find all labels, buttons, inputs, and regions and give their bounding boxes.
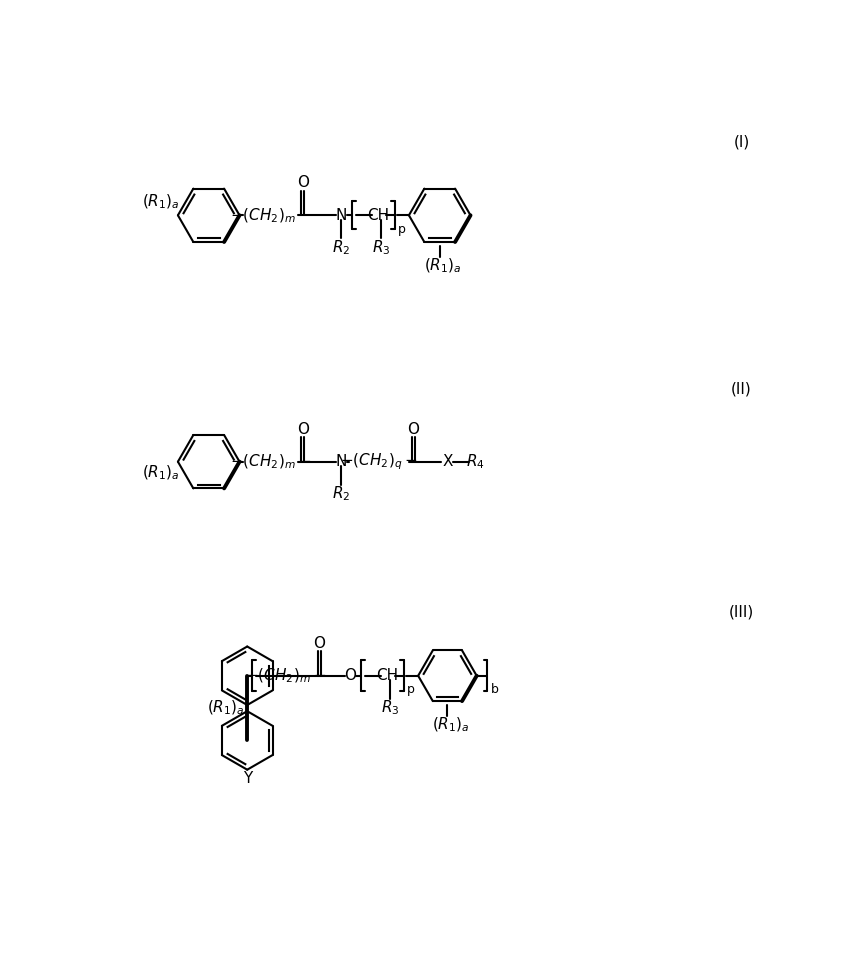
- Text: Y: Y: [243, 772, 251, 786]
- Text: $-(CH_2)_m-$: $-(CH_2)_m-$: [245, 666, 327, 685]
- Text: p: p: [398, 223, 406, 235]
- Text: O: O: [345, 668, 356, 684]
- Text: $R_4$: $R_4$: [466, 452, 485, 471]
- Text: p: p: [407, 684, 416, 696]
- Text: $(R_1)_a$: $(R_1)_a$: [142, 192, 180, 210]
- Text: $R_2$: $R_2$: [332, 238, 350, 257]
- Text: b: b: [491, 684, 499, 696]
- Text: $(R_1)_a$: $(R_1)_a$: [206, 699, 245, 717]
- Text: $R_2$: $R_2$: [332, 485, 350, 503]
- Text: $(R_1)_a$: $(R_1)_a$: [424, 257, 461, 276]
- Text: $R_3$: $R_3$: [372, 238, 391, 257]
- Text: O: O: [314, 636, 326, 651]
- Text: $-(CH_2)_m-$: $-(CH_2)_m-$: [230, 452, 311, 471]
- Text: $-(CH_2)_q-$: $-(CH_2)_q-$: [340, 451, 417, 472]
- Text: X: X: [442, 454, 453, 469]
- Text: O: O: [296, 176, 308, 190]
- Text: N: N: [335, 207, 346, 223]
- Text: O: O: [408, 421, 420, 437]
- Text: (II): (II): [731, 381, 752, 396]
- Text: (III): (III): [729, 605, 754, 619]
- Text: N: N: [335, 454, 346, 469]
- Text: O: O: [296, 421, 308, 437]
- Text: $-(CH_2)_m-$: $-(CH_2)_m-$: [230, 206, 311, 225]
- Text: $(R_1)_a$: $(R_1)_a$: [142, 464, 180, 482]
- Text: CH: CH: [367, 207, 389, 223]
- Text: (I): (I): [734, 134, 750, 150]
- Text: CH: CH: [377, 668, 398, 684]
- Text: $R_3$: $R_3$: [381, 699, 400, 717]
- Text: $(R_1)_a$: $(R_1)_a$: [432, 716, 469, 734]
